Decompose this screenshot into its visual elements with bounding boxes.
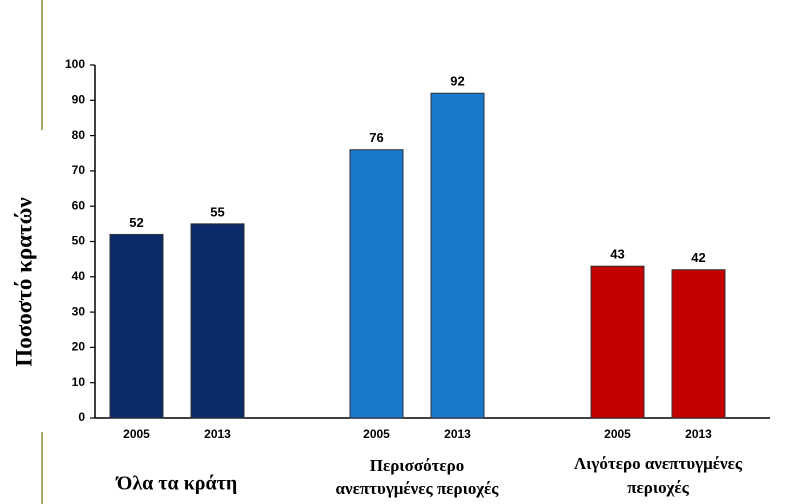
y-tick-label: 50 — [72, 234, 86, 248]
group-label: Λιγότερο ανεπτυγμένες — [574, 454, 743, 473]
x-tick-label: 2013 — [444, 427, 471, 441]
y-axis-label: Ποσοστό κρατών — [11, 197, 36, 366]
bar — [349, 149, 404, 419]
y-tick-label: 40 — [72, 269, 86, 283]
bar — [430, 92, 485, 419]
group-label: ανεπτυγμένες περιοχές — [336, 479, 500, 498]
value-label: 42 — [691, 250, 705, 265]
value-label: 55 — [210, 204, 224, 219]
group-label: Περισσότερο — [370, 456, 465, 475]
y-tick-label: 20 — [72, 340, 86, 354]
group-label: περιοχές — [627, 478, 689, 497]
value-label: 43 — [610, 247, 624, 262]
value-label: 52 — [129, 215, 143, 230]
bar — [671, 269, 726, 419]
x-tick-label: 2005 — [604, 427, 631, 441]
y-tick-label: 0 — [78, 410, 85, 424]
x-tick-label: 2005 — [363, 427, 390, 441]
bar — [190, 223, 245, 419]
value-label: 76 — [369, 130, 383, 145]
y-tick-label: 70 — [72, 163, 86, 177]
y-tick-label: 80 — [72, 128, 86, 142]
y-tick-label: 90 — [72, 92, 86, 106]
x-tick-label: 2013 — [685, 427, 712, 441]
y-tick-label: 30 — [72, 304, 86, 318]
y-tick-label: 10 — [72, 375, 86, 389]
bar — [590, 265, 645, 419]
x-tick-label: 2013 — [204, 427, 231, 441]
y-tick-label: 60 — [72, 198, 86, 212]
group-label: Όλα τα κράτη — [115, 473, 237, 495]
y-tick-label: 100 — [65, 57, 85, 71]
bar — [109, 233, 164, 419]
x-tick-label: 2005 — [123, 427, 150, 441]
value-label: 92 — [450, 74, 464, 89]
